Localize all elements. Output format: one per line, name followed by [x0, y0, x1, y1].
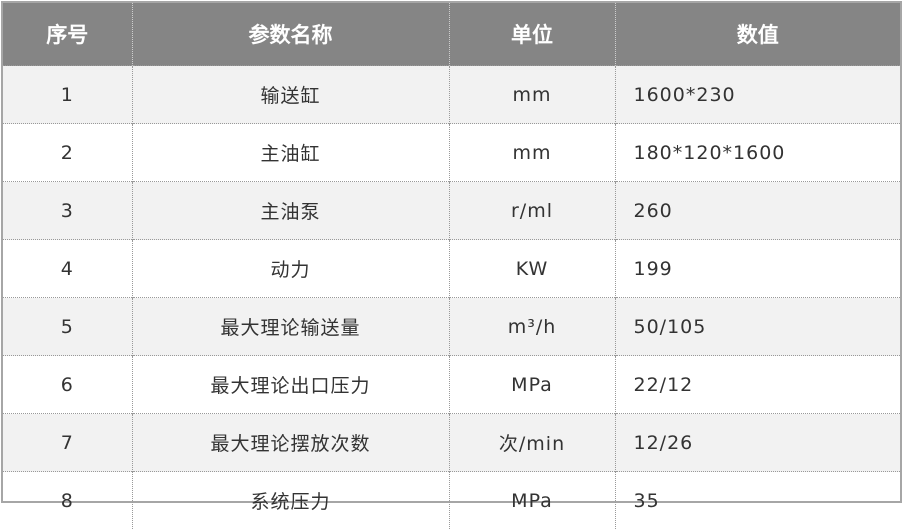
cell-param-name: 主油缸 [132, 124, 449, 182]
cell-unit: MPa [449, 472, 615, 529]
cell-param-name: 系统压力 [132, 472, 449, 529]
cell-value: 22/12 [615, 356, 900, 414]
cell-index: 1 [3, 66, 132, 124]
header-index: 序号 [3, 3, 132, 66]
cell-value: 50/105 [615, 298, 900, 356]
cell-index: 4 [3, 240, 132, 298]
cell-param-name: 最大理论出口压力 [132, 356, 449, 414]
cell-value: 260 [615, 182, 900, 240]
header-row: 序号 参数名称 单位 数值 [3, 3, 900, 66]
cell-unit: MPa [449, 356, 615, 414]
header-value: 数值 [615, 3, 900, 66]
cell-index: 5 [3, 298, 132, 356]
cell-value: 199 [615, 240, 900, 298]
cell-index: 3 [3, 182, 132, 240]
cell-value: 1600*230 [615, 66, 900, 124]
cell-param-name: 最大理论摆放次数 [132, 414, 449, 472]
cell-unit: r/ml [449, 182, 615, 240]
cell-index: 2 [3, 124, 132, 182]
cell-unit: 次/min [449, 414, 615, 472]
cell-param-name: 主油泵 [132, 182, 449, 240]
cell-value: 180*120*1600 [615, 124, 900, 182]
header-param-name: 参数名称 [132, 3, 449, 66]
cell-unit: mm [449, 124, 615, 182]
cell-unit: m³/h [449, 298, 615, 356]
cell-index: 8 [3, 472, 132, 529]
cell-index: 7 [3, 414, 132, 472]
cell-value: 35 [615, 472, 900, 529]
cell-unit: KW [449, 240, 615, 298]
header-unit: 单位 [449, 3, 615, 66]
cell-unit: mm [449, 66, 615, 124]
cell-index: 6 [3, 356, 132, 414]
cell-param-name: 输送缸 [132, 66, 449, 124]
cell-value: 12/26 [615, 414, 900, 472]
cell-param-name: 动力 [132, 240, 449, 298]
cell-param-name: 最大理论输送量 [132, 298, 449, 356]
